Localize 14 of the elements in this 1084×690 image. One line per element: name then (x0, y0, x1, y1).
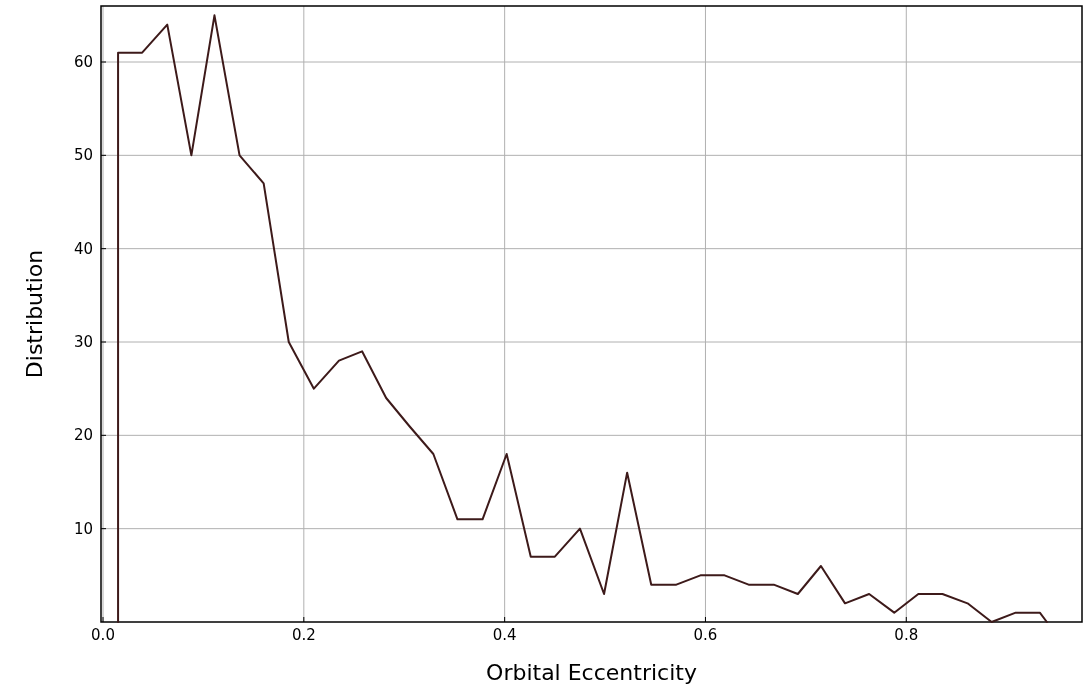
y-axis-title: Distribution (22, 249, 47, 379)
x-tick-label: 0.4 (492, 626, 517, 644)
y-tick-label: 50 (73, 146, 93, 165)
y-tick-label: 60 (73, 53, 93, 71)
x-tick-label: 0.2 (291, 626, 316, 644)
x-tick-label: 0.6 (693, 626, 718, 644)
x-axis-title: Orbital Eccentricity (486, 660, 697, 685)
x-tick-label: 0.8 (894, 626, 919, 644)
y-tick-label: 20 (73, 426, 93, 445)
y-tick-label: 30 (73, 333, 93, 351)
line-series (117, 14, 1048, 623)
x-tick-label: 0.0 (91, 626, 115, 644)
y-tick-label: 10 (73, 519, 93, 538)
y-tick-label: 40 (73, 239, 93, 258)
